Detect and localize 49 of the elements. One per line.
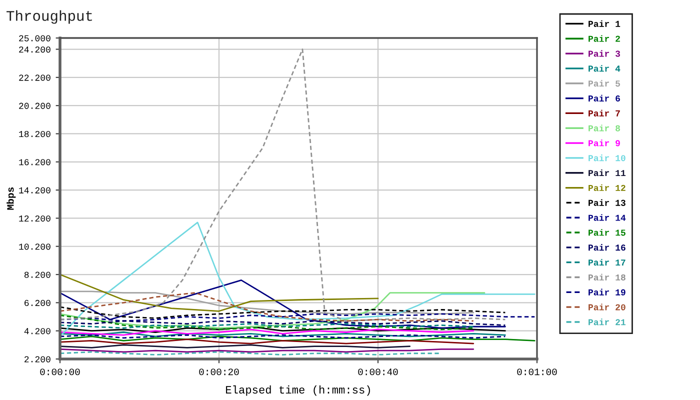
x-tick-label: 0:00:20 bbox=[199, 368, 239, 376]
y-tick-label: 8.200 bbox=[24, 272, 50, 278]
line-series bbox=[60, 292, 474, 322]
y-tick-label: 14.200 bbox=[19, 187, 50, 194]
y-tick-label: 18.200 bbox=[19, 130, 50, 138]
legend-label: Pair 3 bbox=[588, 50, 620, 57]
legend-label: Pair 14 bbox=[588, 214, 626, 221]
legend-label: Pair 19 bbox=[588, 288, 626, 296]
legend-label: Pair 18 bbox=[588, 274, 626, 281]
line-series bbox=[60, 290, 474, 315]
legend-label: Pair 16 bbox=[588, 244, 626, 251]
y-tick-label: 25.000 bbox=[19, 35, 50, 42]
line-series bbox=[60, 222, 536, 338]
line-series bbox=[60, 292, 486, 329]
legend-label: Pair 17 bbox=[588, 258, 626, 266]
legend-label: Pair 13 bbox=[588, 199, 626, 206]
line-series bbox=[60, 48, 506, 322]
y-tick-label: 2.200 bbox=[24, 356, 50, 362]
x-tick-label: 0:00:40 bbox=[358, 368, 398, 376]
x-tick-label: 0:00:00 bbox=[40, 368, 80, 376]
y-axis-title: Mbps bbox=[6, 187, 16, 210]
legend-label: Pair 8 bbox=[588, 124, 620, 132]
line-series bbox=[60, 306, 506, 319]
chart-title: Throughput bbox=[6, 10, 92, 24]
legend-label: Pair 9 bbox=[588, 140, 620, 146]
line-series bbox=[60, 274, 379, 312]
legend-label: Pair 5 bbox=[588, 80, 620, 87]
legend-label: Pair 12 bbox=[588, 184, 626, 192]
legend-label: Pair 6 bbox=[588, 94, 620, 102]
x-axis-title: Elapsed time (h:mm:ss) bbox=[226, 385, 370, 396]
legend-label: Pair 2 bbox=[588, 35, 620, 42]
y-tick-label: 10.200 bbox=[19, 244, 50, 250]
y-tick-label: 12.200 bbox=[19, 215, 50, 222]
legend-label: Pair 15 bbox=[588, 229, 626, 236]
y-tick-label: 16.200 bbox=[19, 159, 50, 166]
legend-label: Pair 1 bbox=[588, 20, 620, 27]
legend-label: Pair 4 bbox=[588, 65, 620, 72]
y-tick-label: 22.200 bbox=[19, 74, 50, 81]
y-tick-label: 6.200 bbox=[24, 300, 50, 306]
line-series bbox=[60, 314, 474, 330]
y-tick-label: 4.200 bbox=[24, 328, 50, 334]
legend-label: Pair 10 bbox=[588, 154, 626, 162]
legend-label: Pair 11 bbox=[588, 169, 626, 176]
legend-label: Pair 21 bbox=[588, 318, 626, 326]
legend-label: Pair 7 bbox=[588, 110, 620, 116]
legend-label: Pair 20 bbox=[588, 304, 626, 310]
y-tick-label: 24.200 bbox=[19, 46, 50, 53]
x-tick-label: 0:01:00 bbox=[517, 368, 557, 376]
y-tick-label: 20.200 bbox=[19, 102, 50, 109]
